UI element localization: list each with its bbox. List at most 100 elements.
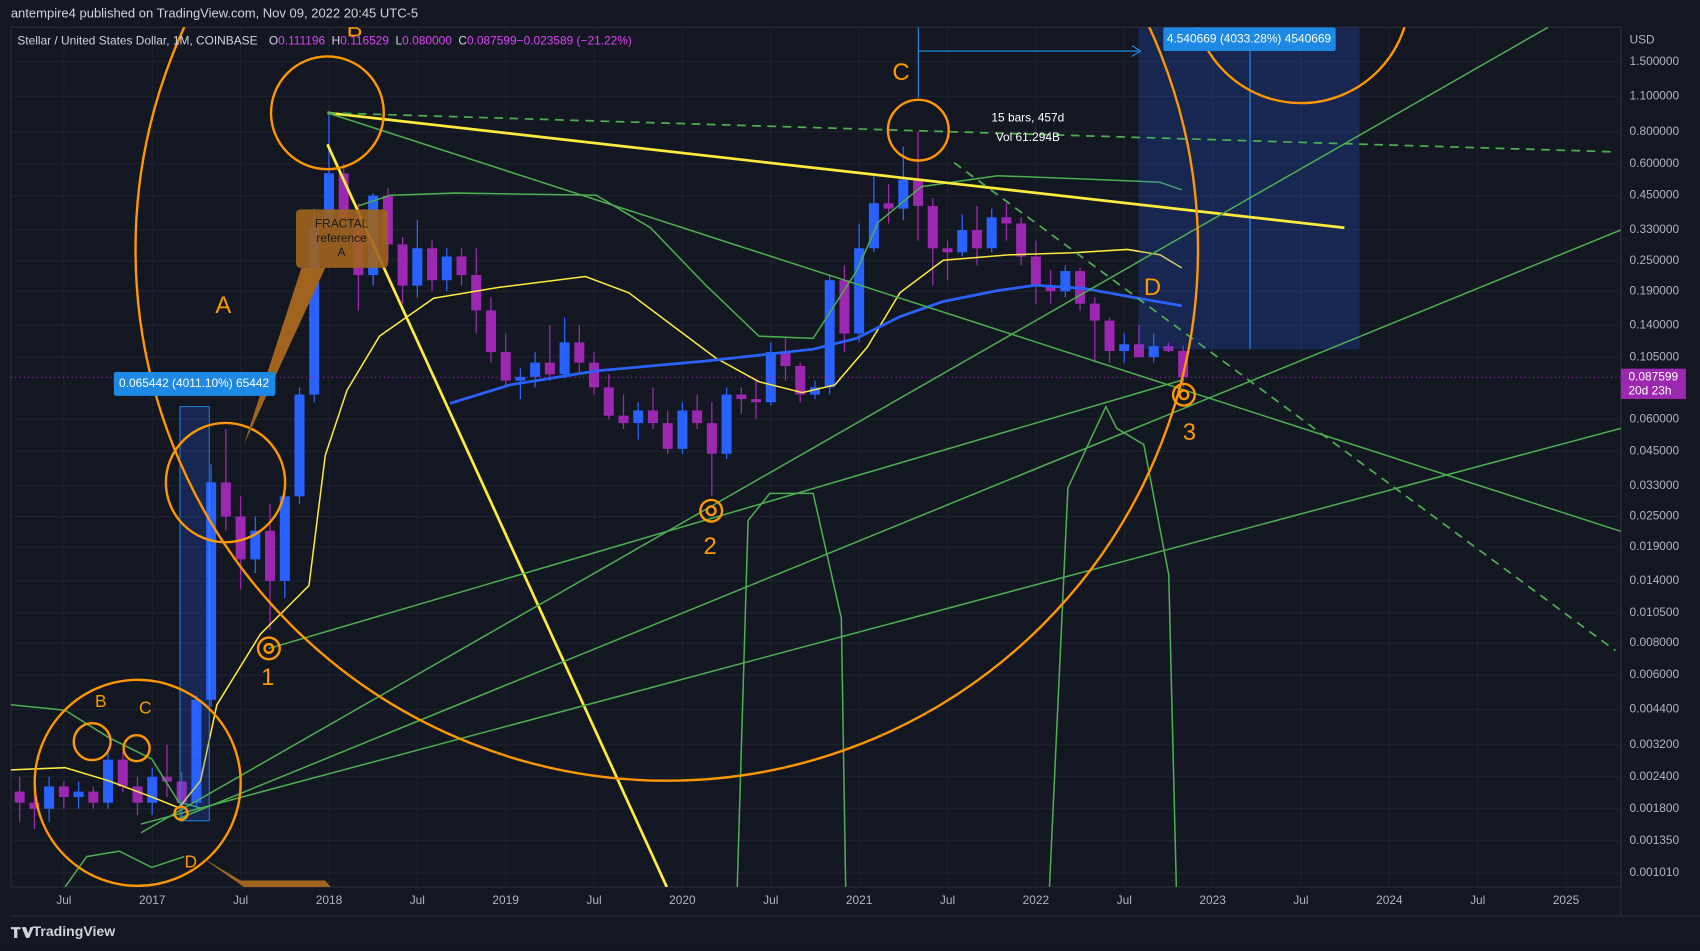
touch-marker <box>1178 389 1190 401</box>
y-tick-label: 0.025000 <box>1630 509 1680 523</box>
x-tick-label: 2021 <box>846 893 873 907</box>
wave-label: A <box>215 292 231 319</box>
indicator-band <box>1048 404 1178 887</box>
candle-body <box>706 423 717 454</box>
y-tick-label: 0.330000 <box>1630 222 1680 236</box>
candle-body <box>1045 285 1056 292</box>
candle-body <box>868 203 879 249</box>
legend-value: −0.023589 (−21.22%) <box>517 33 632 47</box>
callout-pointer <box>243 267 326 445</box>
trend-line <box>327 112 1621 533</box>
candle-body <box>971 230 982 249</box>
candle-body <box>1119 344 1130 352</box>
grid <box>10 27 1621 887</box>
y-tick-label: 0.004400 <box>1630 702 1680 716</box>
candle-body <box>515 376 526 381</box>
candle-body <box>1133 344 1144 358</box>
candle-body <box>1060 271 1071 292</box>
candle-body <box>1089 303 1100 321</box>
candle-body <box>235 516 246 560</box>
candle-body <box>986 217 997 249</box>
wave-label: B <box>95 691 107 711</box>
candle-body <box>883 203 894 209</box>
x-tick-label: Jul <box>586 893 601 907</box>
y-tick-label: 0.800000 <box>1630 124 1680 138</box>
candle-body <box>176 781 187 803</box>
candle-body <box>1148 346 1159 358</box>
x-tick-label: Jul <box>410 893 425 907</box>
candle-body <box>854 248 865 334</box>
touch-marker <box>699 498 724 523</box>
y-tick-label: 0.250000 <box>1630 253 1680 267</box>
price-tag-countdown: 20d 23h <box>1628 384 1671 398</box>
publisher-line: antempire4 published on TradingView.com,… <box>11 6 418 21</box>
candle-body <box>751 399 762 403</box>
y-tick-label: 0.450000 <box>1630 188 1680 202</box>
legend-key: L <box>396 33 403 47</box>
candle-body <box>14 791 25 803</box>
measure-label: 0.065442 (4011.10%) 65442 <box>119 376 269 390</box>
price-tag-value: 0.087599 <box>1628 369 1678 383</box>
y-tick-label: 0.045000 <box>1630 443 1680 457</box>
y-tick-label: 0.060000 <box>1630 411 1680 425</box>
candle-body <box>265 530 276 581</box>
candle-body <box>795 365 806 395</box>
measure-label: 4.540669 (4033.28%) 4540669 <box>1167 31 1332 45</box>
candle-body <box>780 352 791 366</box>
indicator-band <box>736 492 847 887</box>
candle-body <box>147 776 158 803</box>
candle-body <box>736 394 747 400</box>
measure-label-box <box>1163 27 1336 52</box>
fib-circle <box>134 27 1200 782</box>
x-tick-label: Jul <box>233 893 248 907</box>
fib-circle <box>33 678 242 887</box>
fib-circle <box>269 55 385 171</box>
candle-body <box>824 280 835 388</box>
callout-pointer <box>200 856 331 887</box>
callout-text: A <box>338 245 346 259</box>
touch-marker <box>256 636 281 661</box>
x-tick-label: 2018 <box>316 893 343 907</box>
touch-marker <box>1171 382 1196 407</box>
candle-body <box>839 280 850 334</box>
callout-text: reference <box>316 231 367 245</box>
measure-label-box <box>113 371 276 396</box>
candle-body <box>559 342 570 375</box>
candle-body <box>1016 223 1027 257</box>
fib-circle <box>886 98 950 162</box>
candles <box>10 113 1621 829</box>
touch-label: 3 <box>1183 419 1196 446</box>
ohlc-legend: O0.111196 H0.116529 L0.080000 C0.087599−0.0… <box>269 33 632 47</box>
candle-body <box>29 802 40 809</box>
fib-circle <box>1196 27 1406 105</box>
candle-body <box>647 410 658 424</box>
x-tick-label: Jul <box>1117 893 1132 907</box>
moving-average <box>10 248 1183 809</box>
candle-body <box>544 362 555 375</box>
candle-body <box>809 387 820 395</box>
x-tick-label: 2022 <box>1023 893 1050 907</box>
fib-circle <box>122 733 151 763</box>
candle-body <box>456 256 467 276</box>
callout-text: FRACTAL <box>315 217 369 231</box>
candle-body <box>220 482 231 517</box>
candle-body <box>161 776 172 782</box>
indicator-band <box>357 174 1183 340</box>
candle-body <box>500 352 511 381</box>
x-tick-label: 2025 <box>1553 893 1580 907</box>
candle-body <box>58 786 69 798</box>
y-tick-label: 0.001350 <box>1630 833 1680 847</box>
moving-average <box>449 283 1182 405</box>
candle-body <box>1030 256 1041 286</box>
candle-body <box>132 786 143 803</box>
price-tag <box>1620 368 1686 399</box>
candle-body <box>1104 320 1115 352</box>
axis-unit: USD <box>1630 32 1656 46</box>
wave-label: C <box>139 698 152 718</box>
candle-body <box>279 496 290 581</box>
candle-body <box>589 362 600 388</box>
candle-body <box>942 248 953 253</box>
x-tick-label: 2017 <box>139 893 166 907</box>
y-tick-label: 0.600000 <box>1630 156 1680 170</box>
candle-body <box>530 362 541 377</box>
